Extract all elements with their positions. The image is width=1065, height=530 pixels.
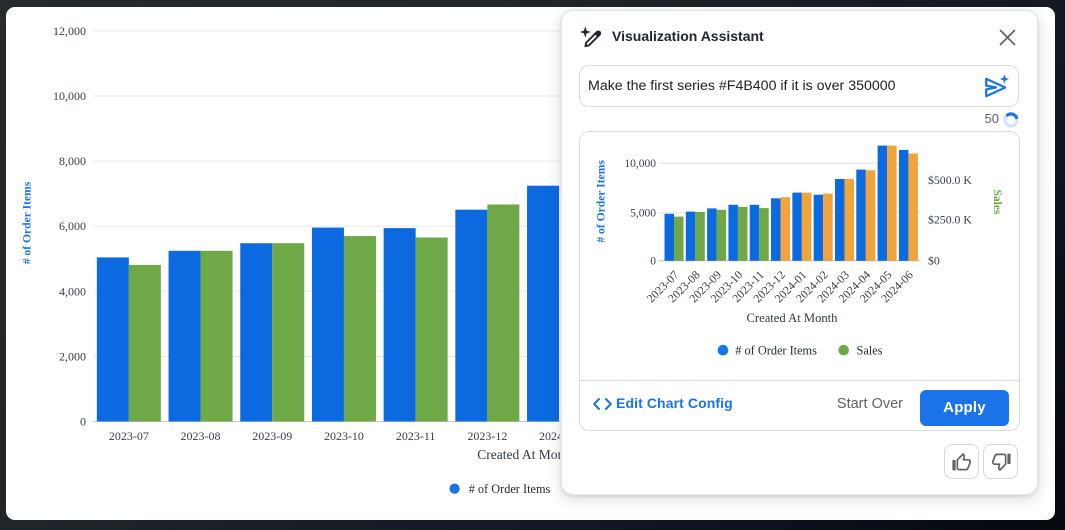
svg-text:Created At Month: Created At Month: [477, 447, 575, 462]
svg-text:2023-08: 2023-08: [181, 429, 221, 443]
svg-text:# of Order Items: # of Order Items: [735, 344, 817, 358]
svg-text:Sales: Sales: [857, 344, 883, 358]
svg-text:$250.0 K: $250.0 K: [928, 212, 972, 226]
svg-text:12,000: 12,000: [53, 24, 86, 38]
svg-text:2,000: 2,000: [59, 349, 86, 363]
svg-text:6,000: 6,000: [59, 219, 86, 233]
svg-text:Sales: Sales: [991, 189, 1004, 215]
svg-text:$0: $0: [928, 254, 940, 268]
svg-text:Created At Month: Created At Month: [747, 311, 839, 325]
svg-text:8,000: 8,000: [59, 154, 86, 168]
svg-text:5,000: 5,000: [630, 208, 656, 220]
svg-text:2023-12: 2023-12: [467, 429, 507, 443]
svg-text:0: 0: [650, 256, 656, 268]
svg-text:# of Order Items: # of Order Items: [595, 160, 608, 243]
svg-text:2023-09: 2023-09: [252, 429, 292, 443]
svg-text:10,000: 10,000: [53, 89, 86, 103]
svg-text:$500.0 K: $500.0 K: [928, 173, 972, 187]
svg-text:4,000: 4,000: [59, 284, 86, 298]
svg-text:# of Order Items: # of Order Items: [469, 482, 551, 496]
svg-text:2023-10: 2023-10: [324, 429, 364, 443]
svg-text:2024-01: 2024-01: [539, 429, 579, 443]
svg-text:2023-07: 2023-07: [109, 429, 149, 443]
svg-text:0: 0: [80, 415, 86, 429]
svg-text:10,000: 10,000: [624, 158, 656, 170]
svg-text:# of Order Items: # of Order Items: [21, 181, 34, 264]
svg-text:2023-11: 2023-11: [396, 429, 436, 443]
